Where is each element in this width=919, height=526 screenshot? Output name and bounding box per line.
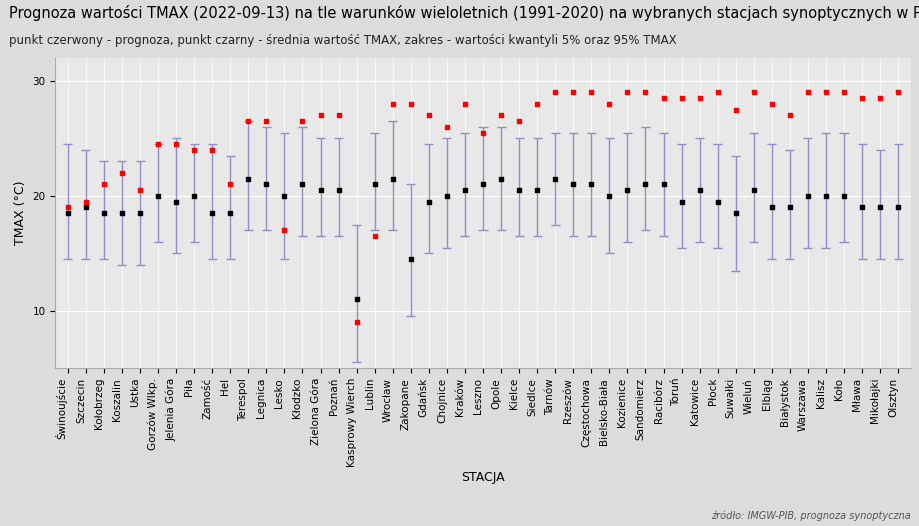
Point xyxy=(277,226,291,235)
Point xyxy=(547,174,562,183)
Point xyxy=(349,295,364,304)
Point xyxy=(222,209,237,217)
Point xyxy=(800,88,814,97)
Point xyxy=(709,88,724,97)
Point xyxy=(96,209,111,217)
Point xyxy=(764,99,778,108)
Point xyxy=(565,180,580,188)
Text: Prognoza wartości TMAX (2022-09-13) na tle warunków wieloletnich (1991-2020) na : Prognoza wartości TMAX (2022-09-13) na t… xyxy=(9,5,919,21)
Point xyxy=(782,203,797,211)
Y-axis label: TMAX (°C): TMAX (°C) xyxy=(14,181,27,245)
Point xyxy=(349,318,364,327)
Point xyxy=(782,111,797,119)
Point xyxy=(331,111,346,119)
Point xyxy=(439,191,454,200)
Point xyxy=(115,169,130,177)
Point xyxy=(728,105,743,114)
Point xyxy=(601,99,616,108)
Point xyxy=(890,88,904,97)
Point xyxy=(295,180,310,188)
Point xyxy=(421,197,436,206)
Point xyxy=(205,209,220,217)
Point xyxy=(890,203,904,211)
Point xyxy=(818,88,833,97)
Point xyxy=(168,197,183,206)
Point xyxy=(818,191,833,200)
Point xyxy=(475,180,490,188)
Point xyxy=(619,186,634,194)
Point xyxy=(168,140,183,148)
Point xyxy=(565,88,580,97)
Point xyxy=(312,111,327,119)
Point xyxy=(96,180,111,188)
Point xyxy=(151,140,165,148)
Point xyxy=(403,255,418,263)
Point xyxy=(241,174,255,183)
Point xyxy=(691,186,706,194)
Point xyxy=(854,94,868,102)
Point xyxy=(132,186,147,194)
Point xyxy=(78,203,93,211)
Point xyxy=(457,99,471,108)
Point xyxy=(457,186,471,194)
Point xyxy=(403,99,418,108)
Point xyxy=(494,174,508,183)
Point xyxy=(674,94,688,102)
Point xyxy=(638,88,652,97)
Point xyxy=(601,191,616,200)
Point xyxy=(494,111,508,119)
Point xyxy=(638,180,652,188)
Point xyxy=(745,186,760,194)
Point xyxy=(655,94,670,102)
Point xyxy=(745,88,760,97)
Point xyxy=(115,209,130,217)
Point xyxy=(385,99,400,108)
Point xyxy=(331,186,346,194)
Point xyxy=(61,203,75,211)
Point xyxy=(764,203,778,211)
Point xyxy=(132,209,147,217)
Point xyxy=(439,123,454,131)
Point xyxy=(835,88,850,97)
Point xyxy=(691,94,706,102)
Point xyxy=(187,146,201,154)
Point xyxy=(835,191,850,200)
Point xyxy=(709,197,724,206)
Text: źródło: IMGW-PIB, prognoza synoptyczna: źródło: IMGW-PIB, prognoza synoptyczna xyxy=(710,510,910,521)
Point xyxy=(584,88,598,97)
Point xyxy=(78,197,93,206)
Point xyxy=(872,94,887,102)
Point xyxy=(385,174,400,183)
Point xyxy=(421,111,436,119)
Text: punkt czerwony - prognoza, punkt czarny - średnia wartość TMAX, zakres - wartośc: punkt czerwony - prognoza, punkt czarny … xyxy=(9,34,676,47)
Point xyxy=(367,180,381,188)
Point xyxy=(151,191,165,200)
Point xyxy=(511,117,526,125)
Point xyxy=(800,191,814,200)
Point xyxy=(674,197,688,206)
Point xyxy=(655,180,670,188)
Point xyxy=(277,191,291,200)
Point xyxy=(61,209,75,217)
Point xyxy=(475,128,490,137)
Point xyxy=(511,186,526,194)
Point xyxy=(241,117,255,125)
Point xyxy=(529,99,544,108)
Point xyxy=(367,232,381,240)
Point xyxy=(854,203,868,211)
Point xyxy=(619,88,634,97)
Point xyxy=(187,191,201,200)
Point xyxy=(872,203,887,211)
Point xyxy=(529,186,544,194)
Point xyxy=(205,146,220,154)
Point xyxy=(259,180,274,188)
X-axis label: STACJA: STACJA xyxy=(460,471,505,484)
Point xyxy=(728,209,743,217)
Point xyxy=(312,186,327,194)
Point xyxy=(295,117,310,125)
Point xyxy=(547,88,562,97)
Point xyxy=(259,117,274,125)
Point xyxy=(222,180,237,188)
Point xyxy=(584,180,598,188)
